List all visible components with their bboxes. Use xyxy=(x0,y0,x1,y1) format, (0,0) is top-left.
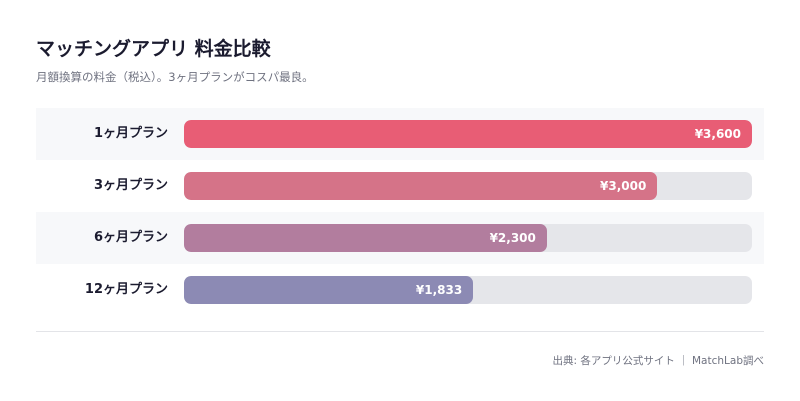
bar-track: ¥2,300 xyxy=(184,224,752,252)
bar: ¥3,000 xyxy=(184,172,658,200)
bar-chart: 1ヶ月プラン ¥3,600 3ヶ月プラン ¥3,000 6ヶ月プラン ¥2,30… xyxy=(36,108,764,316)
bar-track: ¥3,600 xyxy=(184,120,752,148)
bar-row: 1ヶ月プラン ¥3,600 xyxy=(36,108,764,160)
source-note: 出典: 各アプリ公式サイト ｜ MatchLab調べ xyxy=(552,355,764,367)
bar-value-label: ¥2,300 xyxy=(489,231,536,245)
category-label: 3ヶ月プラン xyxy=(93,178,168,193)
chart-title: マッチングアプリ 料金比較 xyxy=(36,38,271,60)
category-label: 1ヶ月プラン xyxy=(93,126,168,141)
bar: ¥2,300 xyxy=(184,224,547,252)
bar-track: ¥1,833 xyxy=(184,276,752,304)
bar-track: ¥3,000 xyxy=(184,172,752,200)
bar: ¥1,833 xyxy=(184,276,474,304)
bar-row: 3ヶ月プラン ¥3,000 xyxy=(36,160,764,212)
category-label: 6ヶ月プラン xyxy=(93,230,168,245)
bar-row: 12ヶ月プラン ¥1,833 xyxy=(36,264,764,316)
category-label: 12ヶ月プラン xyxy=(84,282,168,297)
bar-value-label: ¥3,000 xyxy=(600,179,647,193)
footer-divider xyxy=(36,331,764,332)
bar-row: 6ヶ月プラン ¥2,300 xyxy=(36,212,764,264)
chart-subtitle: 月額換算の料金（税込）。3ヶ月プランがコスパ最良。 xyxy=(36,70,314,84)
bar-value-label: ¥1,833 xyxy=(415,283,463,297)
bar: ¥3,600 xyxy=(184,120,752,148)
bar-value-label: ¥3,600 xyxy=(694,127,741,141)
